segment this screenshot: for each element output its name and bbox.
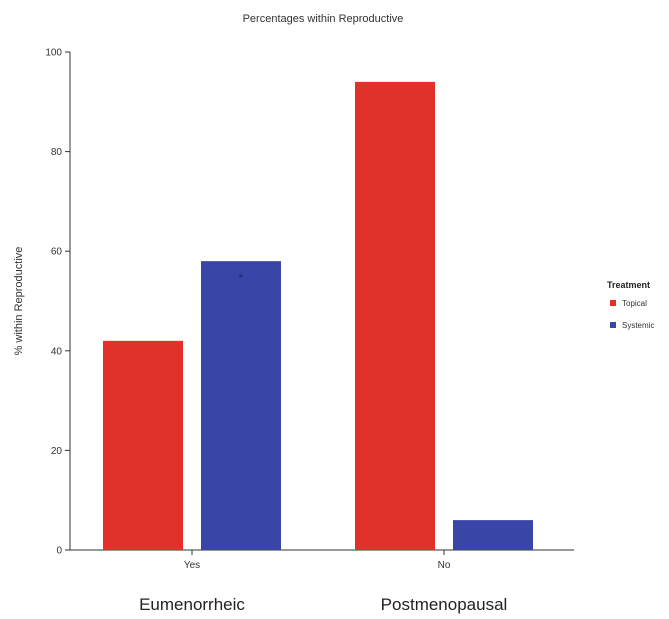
bars <box>103 81 533 550</box>
legend: Treatment Topical Systemic <box>607 280 654 330</box>
bar-systemic-no <box>453 520 533 550</box>
annotations: * <box>239 271 244 285</box>
legend-label-topical: Topical <box>622 299 647 308</box>
y-tick-label: 0 <box>56 546 62 557</box>
legend-title: Treatment <box>607 280 650 290</box>
y-ticks: 0 20 40 60 80 100 <box>45 48 70 557</box>
group-label: Postmenopausal <box>381 595 508 614</box>
significance-marker: * <box>239 271 244 285</box>
y-axis-title: % within Reproductive <box>13 247 25 356</box>
x-tick-label: No <box>438 560 451 571</box>
legend-swatch-systemic <box>610 322 616 328</box>
y-tick-label: 20 <box>51 446 63 457</box>
chart-title: Percentages within Reproductive <box>243 13 404 25</box>
y-tick-label: 100 <box>45 48 62 59</box>
legend-items: Topical Systemic <box>610 299 654 330</box>
x-ticks: Yes No <box>184 550 451 571</box>
y-tick-label: 60 <box>51 247 63 258</box>
group-labels: Eumenorrheic Postmenopausal <box>139 595 507 614</box>
group-label: Eumenorrheic <box>139 595 245 614</box>
x-tick-label: Yes <box>184 560 200 571</box>
y-tick-label: 80 <box>51 147 63 158</box>
legend-swatch-topical <box>610 300 616 306</box>
bar-topical-no <box>355 81 435 550</box>
legend-label-systemic: Systemic <box>622 321 654 330</box>
y-tick-label: 40 <box>51 346 63 357</box>
bar-systemic-yes <box>201 261 281 550</box>
bar-topical-yes <box>103 340 183 550</box>
